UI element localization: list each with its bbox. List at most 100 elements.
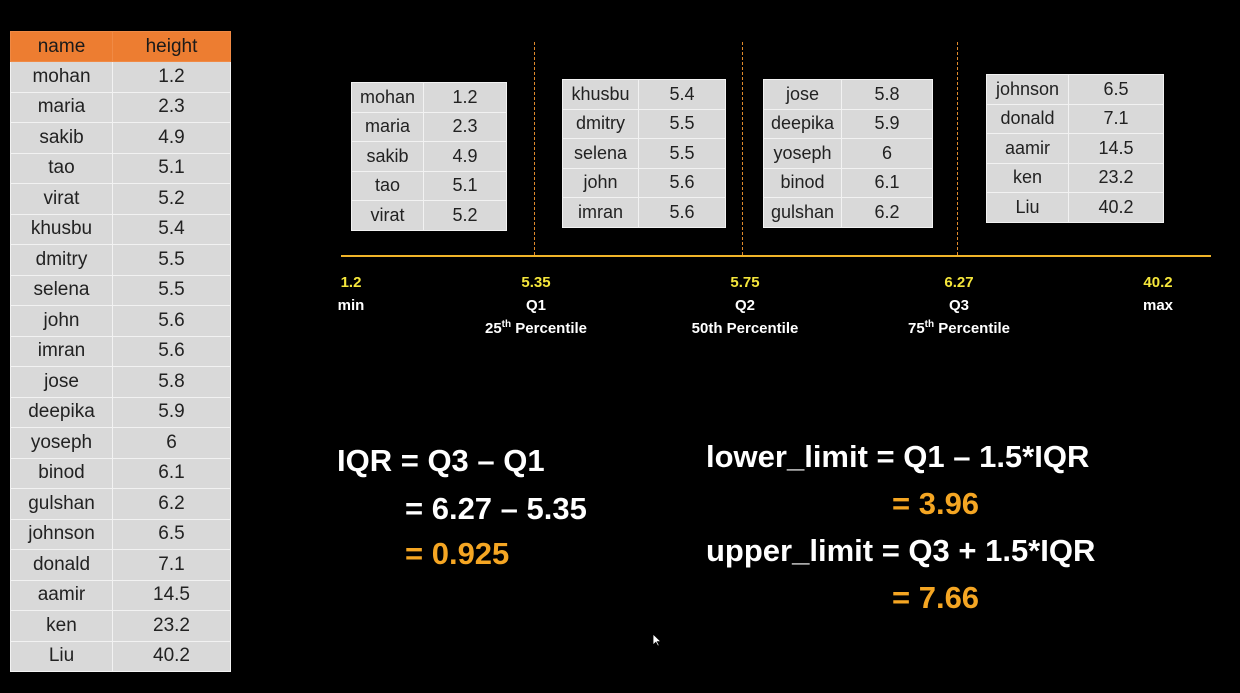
- height-cell: 6.1: [112, 457, 231, 489]
- group-name-cell: deepika: [763, 108, 842, 139]
- group-height-cell: 4.9: [423, 141, 507, 172]
- group-row: maria 2.3: [351, 111, 507, 142]
- group-table-1: mohan 1.2 maria 2.3 sakib 4.9 tao 5.1 virat 5.2: [351, 82, 507, 231]
- table-row: donald 7.1: [10, 549, 231, 581]
- group-row: khusbu 5.4: [562, 79, 726, 110]
- group-row: binod 6.1: [763, 167, 933, 198]
- group-row: donald 7.1: [986, 103, 1164, 134]
- group-height-cell: 5.2: [423, 200, 507, 231]
- group-name-cell: maria: [351, 111, 424, 142]
- height-cell: 6.2: [112, 488, 231, 520]
- group-row: deepika 5.9: [763, 108, 933, 139]
- height-cell: 7.1: [112, 549, 231, 581]
- name-cell: yoseph: [10, 427, 113, 459]
- q1-dashed-line: [534, 42, 535, 255]
- group-name-cell: selena: [562, 138, 639, 169]
- group-name-cell: mohan: [351, 82, 424, 113]
- group-name-cell: john: [562, 167, 639, 198]
- group-table-4: johnson 6.5 donald 7.1 aamir 14.5 ken 23.2 Liu 40…: [986, 74, 1164, 223]
- group-table-3: jose 5.8 deepika 5.9 yoseph 6 binod 6.1 gulshan 6…: [763, 79, 933, 228]
- group-name-cell: gulshan: [763, 197, 842, 228]
- group-height-cell: 14.5: [1068, 133, 1164, 164]
- group-table-2: khusbu 5.4 dmitry 5.5 selena 5.5 john 5.6 imran 5…: [562, 79, 726, 228]
- table-row: aamir 14.5: [10, 579, 231, 611]
- name-cell: Liu: [10, 640, 113, 672]
- q1-percentile-text: Percentile: [511, 320, 588, 337]
- group-name-cell: Liu: [986, 192, 1069, 223]
- name-cell: deepika: [10, 396, 113, 428]
- table-row: binod 6.1: [10, 457, 231, 489]
- q1-percentile: 25th Percentile: [484, 320, 588, 338]
- group-row: imran 5.6: [562, 197, 726, 228]
- height-cell: 5.2: [112, 183, 231, 215]
- lower-limit-formula: lower_limit = Q1 – 1.5*IQR: [706, 439, 1090, 474]
- table-row: johnson 6.5: [10, 518, 231, 550]
- q3-dashed-line: [957, 42, 958, 255]
- group-row: sakib 4.9: [351, 141, 507, 172]
- group-height-cell: 6.5: [1068, 74, 1164, 105]
- group-name-cell: khusbu: [562, 79, 639, 110]
- table-row: deepika 5.9: [10, 396, 231, 428]
- q3-percentile: 75th Percentile: [908, 319, 1011, 338]
- height-cell: 5.5: [112, 244, 231, 276]
- q3-percentile-text: Percentile: [934, 320, 1011, 337]
- table-body: mohan 1.2 maria 2.3 sakib 4.9 tao 5.1 virat 5.2 kh…: [10, 61, 231, 672]
- group-row: tao 5.1: [351, 170, 507, 201]
- table-header-row: name height: [10, 31, 231, 62]
- table-row: tao 5.1: [10, 152, 231, 184]
- max-value: 40.2: [1143, 274, 1173, 291]
- height-cell: 5.9: [112, 396, 231, 428]
- group-row: jose 5.8: [763, 79, 933, 110]
- group-height-cell: 5.5: [638, 108, 726, 139]
- q3-percentile-suffix: th: [924, 319, 935, 330]
- table-row: virat 5.2: [10, 183, 231, 215]
- group-name-cell: jose: [763, 79, 842, 110]
- iqr-formula: IQR = Q3 – Q1: [337, 443, 545, 478]
- group-height-cell: 5.5: [638, 138, 726, 169]
- name-cell: maria: [10, 91, 113, 123]
- name-cell: tao: [10, 152, 113, 184]
- name-cell: donald: [10, 549, 113, 581]
- table-row: john 5.6: [10, 305, 231, 337]
- name-cell: binod: [10, 457, 113, 489]
- name-cell: john: [10, 305, 113, 337]
- group-height-cell: 6.1: [841, 167, 933, 198]
- group-name-cell: binod: [763, 167, 842, 198]
- height-cell: 4.9: [112, 122, 231, 154]
- name-cell: selena: [10, 274, 113, 306]
- q1-percentile-number: 25: [484, 320, 502, 337]
- height-cell: 5.8: [112, 366, 231, 398]
- group-height-cell: 5.6: [638, 167, 726, 198]
- group-row: virat 5.2: [351, 200, 507, 231]
- mouse-pointer-icon: [652, 633, 662, 647]
- name-cell: mohan: [10, 61, 113, 93]
- table-row: dmitry 5.5: [10, 244, 231, 276]
- q1-value: 5.35: [521, 274, 551, 291]
- group-row: yoseph 6: [763, 138, 933, 169]
- group-name-cell: virat: [351, 200, 424, 231]
- group-height-cell: 6.2: [841, 197, 933, 228]
- name-cell: johnson: [10, 518, 113, 550]
- group-row: selena 5.5: [562, 138, 726, 169]
- group-height-cell: 6: [841, 138, 933, 169]
- q3-value: 6.27: [944, 274, 974, 291]
- height-cell: 6.5: [112, 518, 231, 550]
- height-cell: 5.4: [112, 213, 231, 245]
- table-row: Liu 40.2: [10, 640, 231, 672]
- group-name-cell: sakib: [351, 141, 424, 172]
- group-name-cell: tao: [351, 170, 424, 201]
- height-cell: 5.6: [112, 305, 231, 337]
- upper-limit-formula: upper_limit = Q3 + 1.5*IQR: [706, 533, 1096, 568]
- height-cell: 40.2: [112, 640, 231, 672]
- height-cell: 5.5: [112, 274, 231, 306]
- group-row: gulshan 6.2: [763, 197, 933, 228]
- height-cell: 1.2: [112, 61, 231, 93]
- group-row: johnson 6.5: [986, 74, 1164, 105]
- max-label: max: [1142, 297, 1174, 314]
- group-name-cell: yoseph: [763, 138, 842, 169]
- group-row: dmitry 5.5: [562, 108, 726, 139]
- group-row: ken 23.2: [986, 162, 1164, 193]
- name-cell: dmitry: [10, 244, 113, 276]
- height-cell: 2.3: [112, 91, 231, 123]
- name-cell: sakib: [10, 122, 113, 154]
